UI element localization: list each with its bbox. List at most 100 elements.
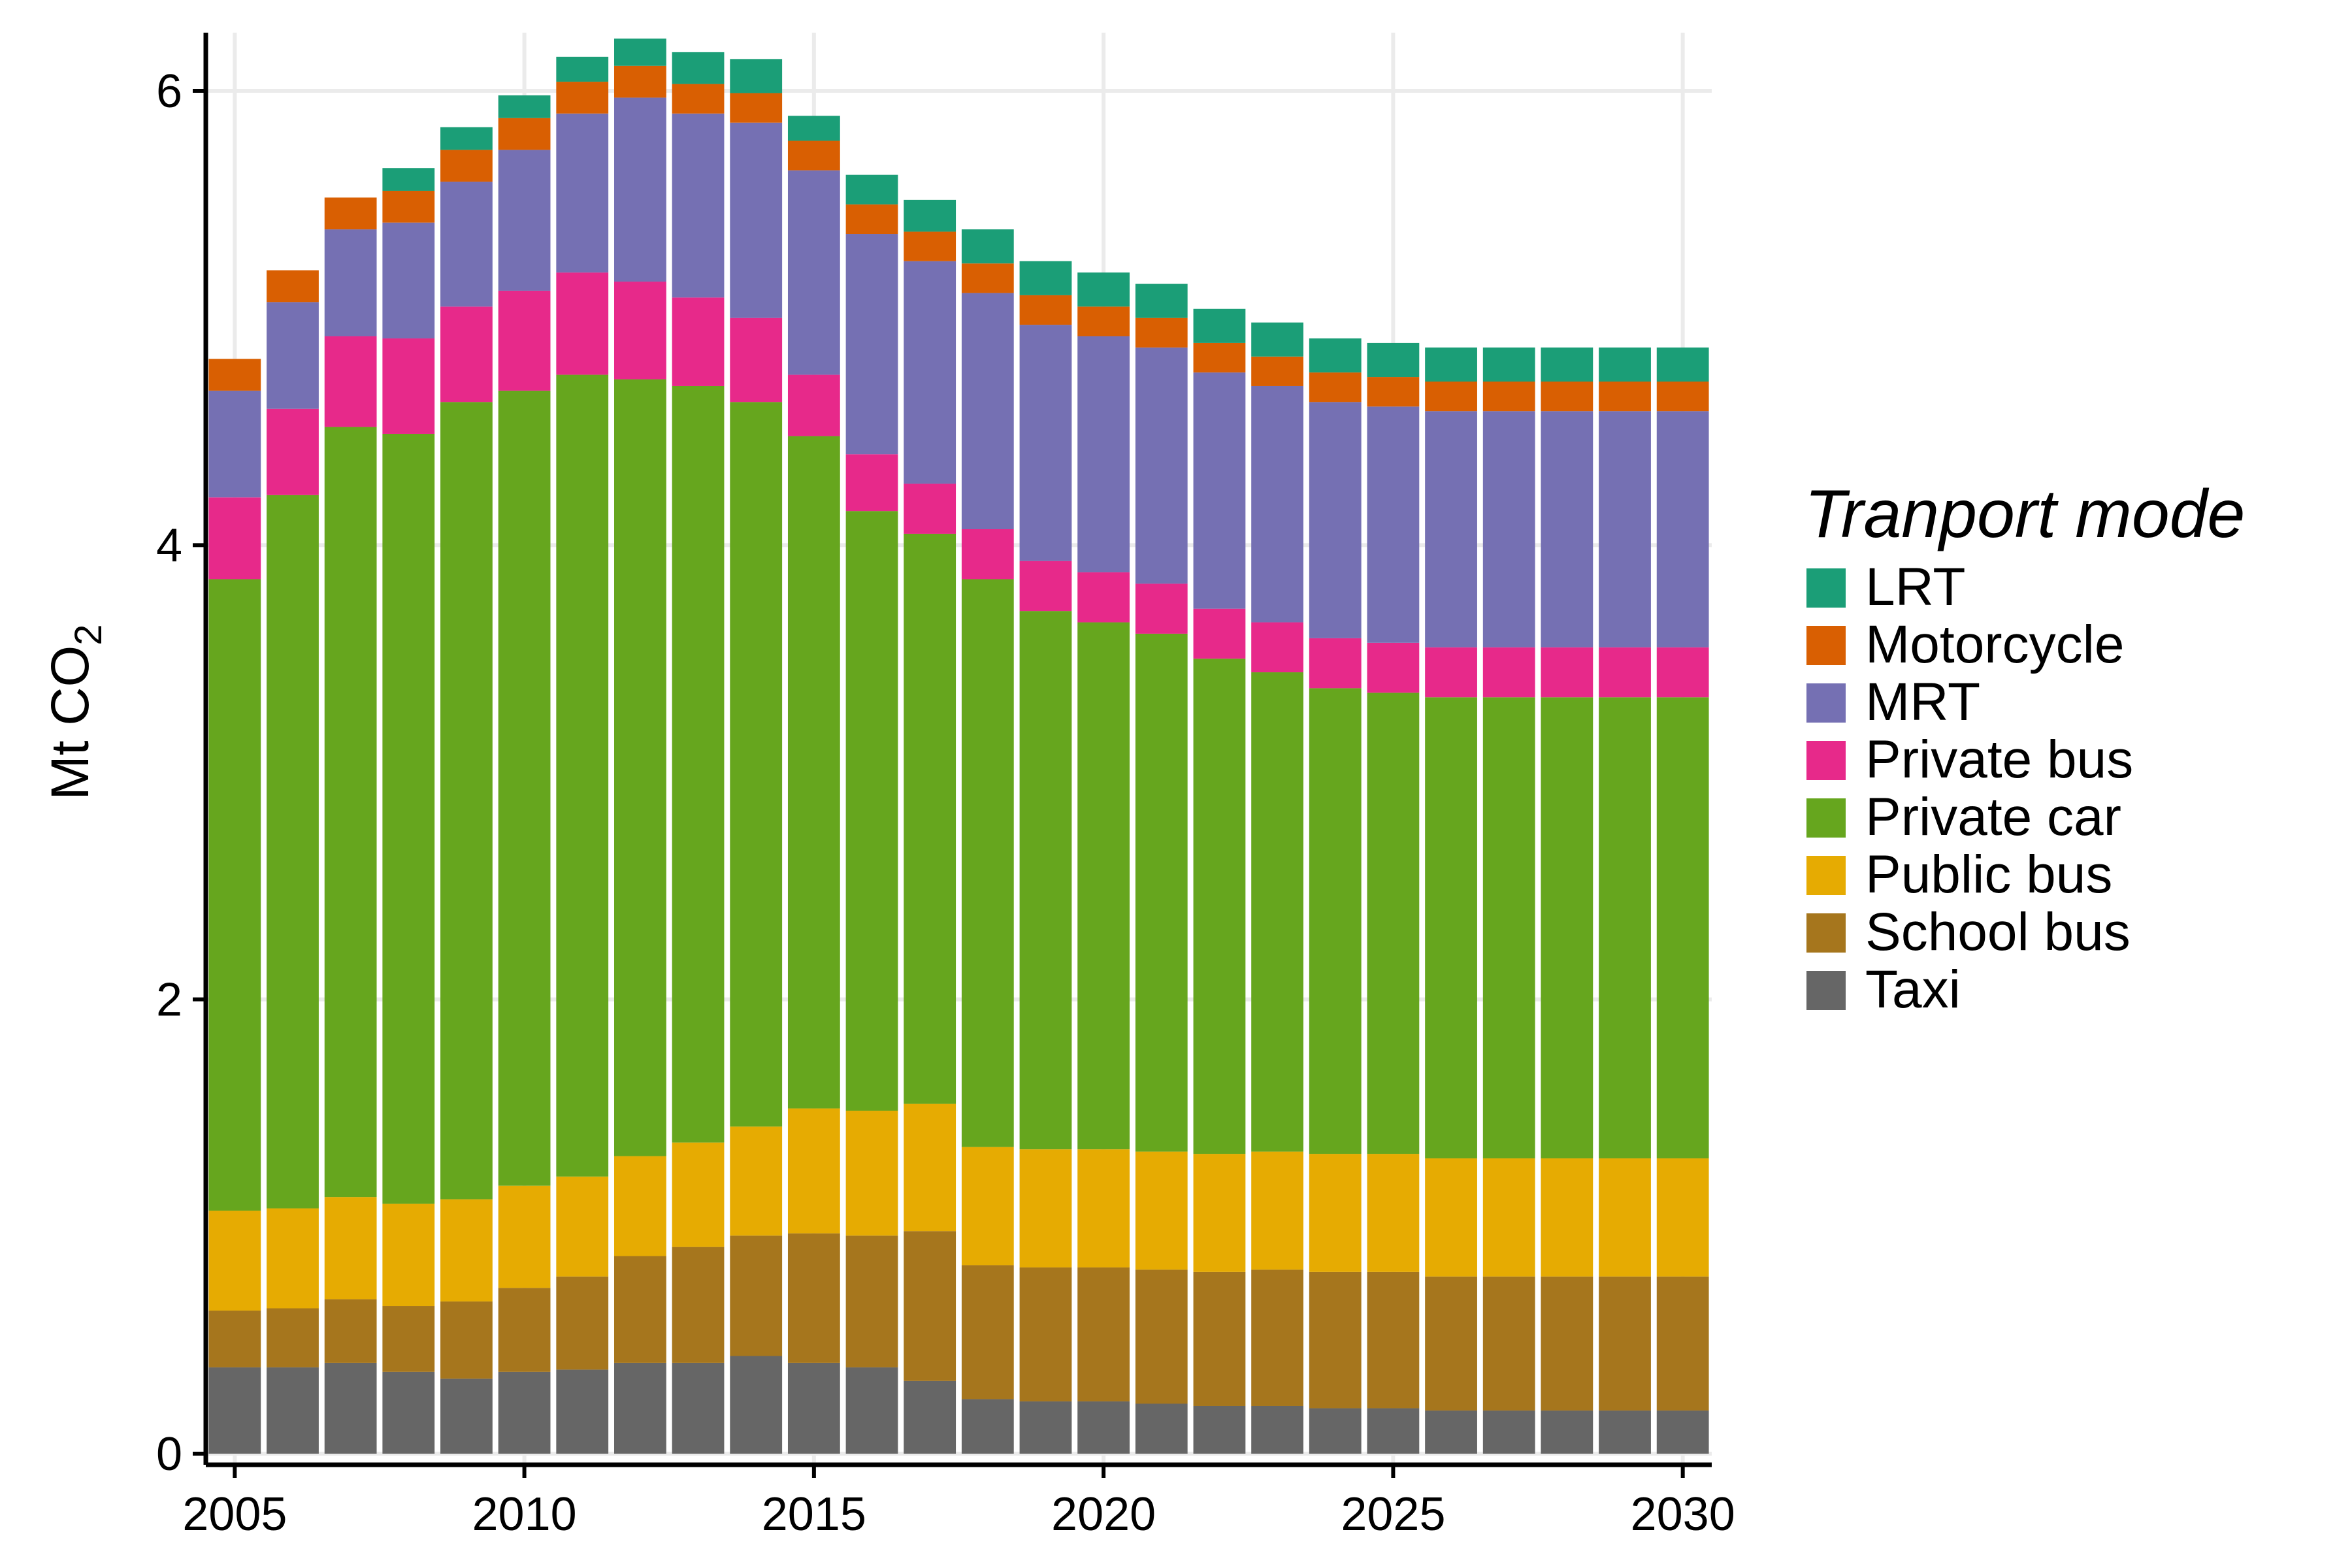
bar-mrt-2011 [556, 113, 609, 273]
bar-public-bus-2005 [208, 1211, 261, 1311]
bar-public-bus-2020 [1077, 1149, 1130, 1267]
bar-lrt-2014 [730, 59, 783, 93]
bar-taxi-2020 [1077, 1401, 1130, 1454]
bar-taxi-2006 [267, 1367, 319, 1454]
y-tick-label: 2 [156, 974, 182, 1026]
bar-private-bus-2025 [1367, 642, 1420, 693]
bar-private-car-2009 [440, 402, 493, 1200]
bar-lrt-2017 [904, 199, 956, 232]
bar-school-bus-2023 [1251, 1269, 1303, 1406]
bar-motorcycle-2017 [904, 231, 956, 261]
legend-key-private-car [1806, 798, 1846, 838]
bar-mrt-2007 [324, 229, 377, 336]
bar-private-bus-2019 [1019, 561, 1072, 612]
bar-motorcycle-2022 [1193, 342, 1246, 373]
bar-mrt-2029 [1599, 411, 1651, 647]
legend-key-mrt [1806, 683, 1846, 723]
bar-lrt-2009 [440, 127, 493, 150]
bar-motorcycle-2015 [787, 140, 840, 171]
bar-public-bus-2027 [1482, 1158, 1535, 1277]
bar-lrt-2021 [1135, 284, 1188, 318]
x-tick-label: 2025 [1341, 1488, 1445, 1541]
bar-motorcycle-2018 [961, 263, 1014, 293]
y-tick-label: 0 [156, 1428, 182, 1480]
bar-lrt-2028 [1541, 347, 1593, 382]
y-axis-ticks: 0 2 4 6 [156, 65, 206, 1480]
bar-school-bus-2012 [614, 1256, 666, 1363]
bar-public-bus-2021 [1135, 1151, 1188, 1270]
bar-private-bus-2024 [1309, 638, 1362, 689]
bar-taxi-2024 [1309, 1408, 1362, 1454]
bar-private-car-2027 [1482, 697, 1535, 1159]
bar-school-bus-2025 [1367, 1271, 1420, 1409]
bar-private-bus-2020 [1077, 572, 1130, 623]
bar-taxi-2015 [787, 1362, 840, 1454]
bar-lrt-2022 [1193, 308, 1246, 343]
bar-public-bus-2007 [324, 1197, 377, 1299]
bar-taxi-2027 [1482, 1410, 1535, 1454]
bar-school-bus-2026 [1425, 1276, 1477, 1411]
bar-private-car-2008 [382, 433, 435, 1204]
legend-key-private-bus [1806, 741, 1846, 780]
bar-mrt-2027 [1482, 411, 1535, 647]
legend-label-motorcycle: Motorcycle [1865, 615, 2124, 674]
bar-private-car-2029 [1599, 697, 1651, 1159]
bar-private-car-2017 [904, 533, 956, 1104]
bar-school-bus-2011 [556, 1276, 609, 1370]
bar-motorcycle-2005 [208, 359, 261, 391]
bar-mrt-2025 [1367, 406, 1420, 643]
bar-lrt-2027 [1482, 347, 1535, 382]
bar-mrt-2006 [267, 302, 319, 409]
bar-school-bus-2015 [787, 1233, 840, 1363]
bar-school-bus-2018 [961, 1265, 1014, 1399]
bar-private-bus-2009 [440, 306, 493, 402]
bar-private-car-2030 [1656, 697, 1709, 1159]
bar-mrt-2009 [440, 182, 493, 307]
bar-motorcycle-2028 [1541, 382, 1593, 412]
bar-private-bus-2012 [614, 282, 666, 380]
bar-mrt-2008 [382, 222, 435, 338]
x-tick-label: 2010 [472, 1488, 577, 1541]
x-tick-label: 2030 [1631, 1488, 1735, 1541]
bar-mrt-2005 [208, 390, 261, 498]
bar-motorcycle-2012 [614, 65, 666, 98]
bar-public-bus-2029 [1599, 1158, 1651, 1277]
bar-taxi-2017 [904, 1380, 956, 1454]
bar-mrt-2019 [1019, 325, 1072, 561]
bar-private-car-2028 [1541, 697, 1593, 1159]
x-tick-label: 2020 [1051, 1488, 1156, 1541]
bar-private-car-2011 [556, 374, 609, 1177]
bar-private-bus-2006 [267, 408, 319, 495]
bar-school-bus-2022 [1193, 1271, 1246, 1406]
bar-private-car-2007 [324, 427, 377, 1198]
bar-taxi-2026 [1425, 1410, 1477, 1454]
bar-mrt-2030 [1656, 411, 1709, 647]
bar-private-bus-2030 [1656, 647, 1709, 698]
bar-public-bus-2016 [845, 1111, 898, 1236]
bar-private-bus-2011 [556, 272, 609, 375]
bar-school-bus-2010 [498, 1288, 551, 1372]
bar-private-car-2013 [672, 385, 725, 1143]
bar-school-bus-2017 [904, 1231, 956, 1381]
legend-label-public-bus: Public bus [1865, 845, 2112, 904]
bar-taxi-2009 [440, 1379, 493, 1454]
axes [203, 33, 1712, 1467]
bar-school-bus-2024 [1309, 1271, 1362, 1409]
bar-motorcycle-2023 [1251, 356, 1303, 386]
bar-motorcycle-2030 [1656, 382, 1709, 412]
bar-public-bus-2028 [1541, 1158, 1593, 1277]
bar-motorcycle-2020 [1077, 306, 1130, 336]
bar-school-bus-2027 [1482, 1276, 1535, 1411]
bar-private-car-2023 [1251, 672, 1303, 1152]
bar-taxi-2028 [1541, 1410, 1593, 1454]
bar-motorcycle-2024 [1309, 372, 1362, 402]
legend-label-mrt: MRT [1865, 672, 1980, 732]
bars [208, 39, 1709, 1454]
bar-private-car-2010 [498, 390, 551, 1186]
bar-public-bus-2023 [1251, 1151, 1303, 1270]
bar-taxi-2016 [845, 1367, 898, 1454]
bar-school-bus-2014 [730, 1235, 783, 1356]
bar-motorcycle-2019 [1019, 295, 1072, 325]
